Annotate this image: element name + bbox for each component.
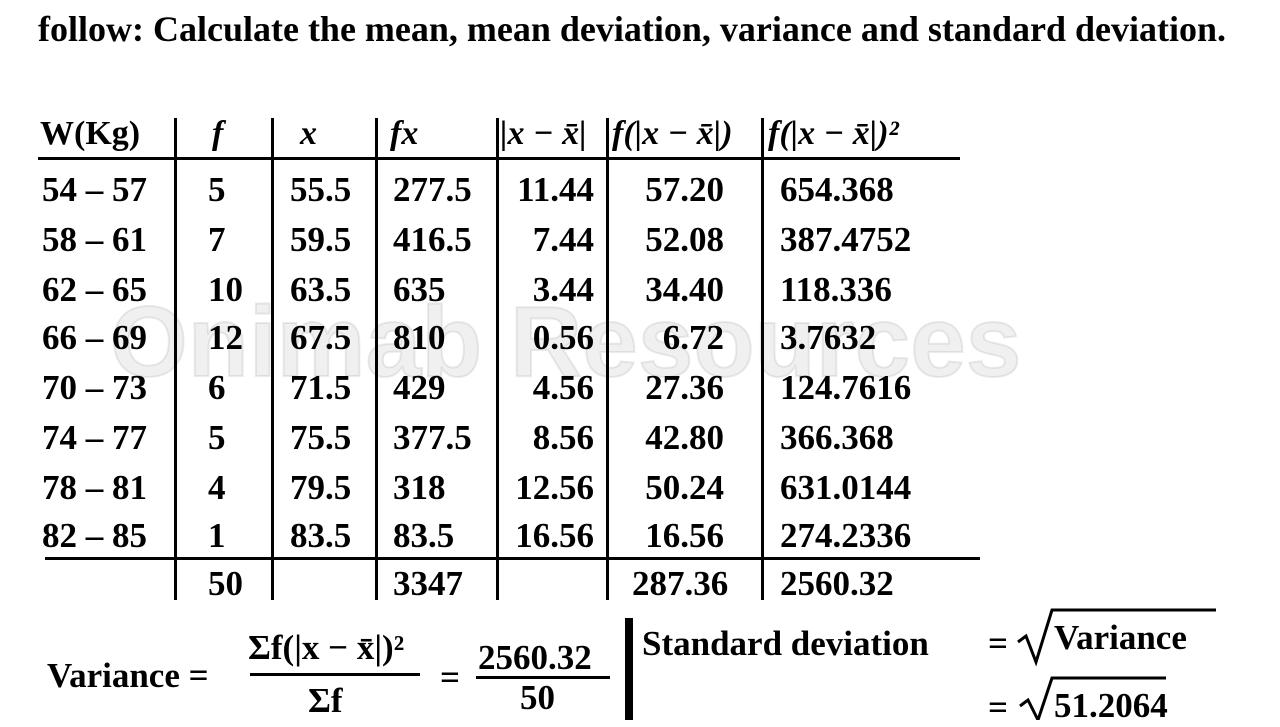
- table-cell: 366.368: [780, 418, 894, 457]
- column-header: x: [300, 115, 317, 152]
- variance-numerator: Σf(|x − x̄|)²: [248, 628, 405, 667]
- table-cell: 74 – 77: [42, 418, 147, 457]
- table-cell: 10: [208, 270, 243, 309]
- table-cell: 62 – 65: [42, 270, 147, 309]
- table-cell: 75.5: [290, 418, 352, 457]
- table-cell: 7: [208, 220, 226, 259]
- table-cell: 50.24: [645, 468, 724, 507]
- table-cell: 42.80: [645, 418, 724, 457]
- table-cell: 416.5: [393, 220, 472, 259]
- table-cell: 57.20: [645, 170, 724, 209]
- table-cell: 7.44: [532, 220, 594, 259]
- table-cell: 6.72: [662, 318, 724, 357]
- table-cell: 631.0144: [780, 468, 912, 507]
- table-cell: 0.56: [532, 318, 594, 357]
- table-cell: 70 – 73: [42, 368, 147, 407]
- table-cell: 654.368: [780, 170, 894, 209]
- column-rule: [606, 118, 609, 600]
- column-rule: [174, 118, 177, 600]
- table-cell: 63.5: [290, 270, 352, 309]
- table-cell: 429: [393, 368, 446, 407]
- table-cell: 83.5: [290, 516, 352, 555]
- table-cell: 58 – 61: [42, 220, 147, 259]
- column-header: fx: [390, 115, 419, 152]
- sd-radicand: Variance: [1054, 618, 1187, 657]
- table-cell: 66 – 69: [42, 318, 147, 357]
- fraction-bar: [476, 676, 610, 679]
- table-cell: 635: [393, 270, 446, 309]
- table-cell: 79.5: [290, 468, 352, 507]
- table-cell: 67.5: [290, 318, 352, 357]
- column-header: W(Kg): [40, 115, 141, 152]
- header-rule: [38, 157, 960, 160]
- radicals: [1017, 608, 1216, 720]
- column-header: f(|x − x̄|): [612, 115, 733, 152]
- table-cell: 59.5: [290, 220, 352, 259]
- column-header: f: [212, 115, 224, 152]
- table-cell: 16.56: [515, 516, 594, 555]
- table-cell: 54 – 57: [42, 170, 147, 209]
- equals-sign: =: [988, 624, 1008, 663]
- table-cell: 1: [208, 516, 226, 555]
- table-cell: 52.08: [645, 220, 724, 259]
- table-cell: 12.56: [515, 468, 594, 507]
- variance-label: Variance =: [47, 656, 209, 695]
- column-rule: [761, 118, 764, 600]
- radical-sign: [1019, 676, 1166, 720]
- table-cell: 34.40: [645, 270, 724, 309]
- table-cell: 78 – 81: [42, 468, 147, 507]
- table-cell: 55.5: [290, 170, 352, 209]
- table-cell: 387.4752: [780, 220, 912, 259]
- variance-denominator: Σf: [308, 681, 343, 720]
- table-cell: 27.36: [645, 368, 724, 407]
- column-header: |x − x̄|: [500, 115, 587, 152]
- fraction-bar: [250, 673, 420, 676]
- divider: [625, 618, 633, 720]
- column-header: f(|x − x̄|)²: [768, 115, 899, 152]
- watermark: Onimab Resources: [109, 285, 1022, 399]
- sd-label: Standard deviation: [642, 624, 929, 663]
- table-cell: 6: [208, 368, 226, 407]
- table-cell: 3.7632: [780, 318, 877, 357]
- table-cell: 277.5: [393, 170, 472, 209]
- column-rule: [496, 118, 499, 600]
- value-denominator: 50: [520, 678, 555, 717]
- table-cell: 124.7616: [780, 368, 912, 407]
- total-rule: [45, 557, 980, 560]
- table-cell: 118.336: [780, 270, 892, 309]
- table-cell: 5: [208, 418, 226, 457]
- table-cell: 274.2336: [780, 516, 912, 555]
- value-numerator: 2560.32: [478, 638, 592, 677]
- table-cell: 5: [208, 170, 226, 209]
- total-cell: 2560.32: [780, 564, 894, 603]
- column-rule: [271, 118, 274, 600]
- table-cell: 16.56: [645, 516, 724, 555]
- total-cell: 50: [208, 564, 243, 603]
- radical-sign: [1017, 608, 1216, 667]
- table-cell: 82 – 85: [42, 516, 147, 555]
- equals-sign: =: [440, 658, 460, 697]
- table-cell: 4: [208, 468, 226, 507]
- table-cell: 810: [393, 318, 446, 357]
- table-cell: 377.5: [393, 418, 472, 457]
- table-cell: 3.44: [532, 270, 594, 309]
- table-cell: 83.5: [393, 516, 455, 555]
- column-rule: [375, 118, 378, 600]
- intro-text: follow: Calculate the mean, mean deviati…: [38, 9, 1226, 49]
- table-cell: 4.56: [532, 368, 594, 407]
- table-cell: 11.44: [517, 170, 594, 209]
- table-cell: 12: [208, 318, 243, 357]
- total-cell: 287.36: [632, 564, 729, 603]
- table-cell: 318: [393, 468, 446, 507]
- equals-sign: =: [988, 688, 1008, 727]
- table-cell: 71.5: [290, 368, 352, 407]
- sd-radicand-value: 51.2064: [1054, 686, 1168, 725]
- total-cell: 3347: [393, 564, 463, 603]
- table-cell: 8.56: [532, 418, 594, 457]
